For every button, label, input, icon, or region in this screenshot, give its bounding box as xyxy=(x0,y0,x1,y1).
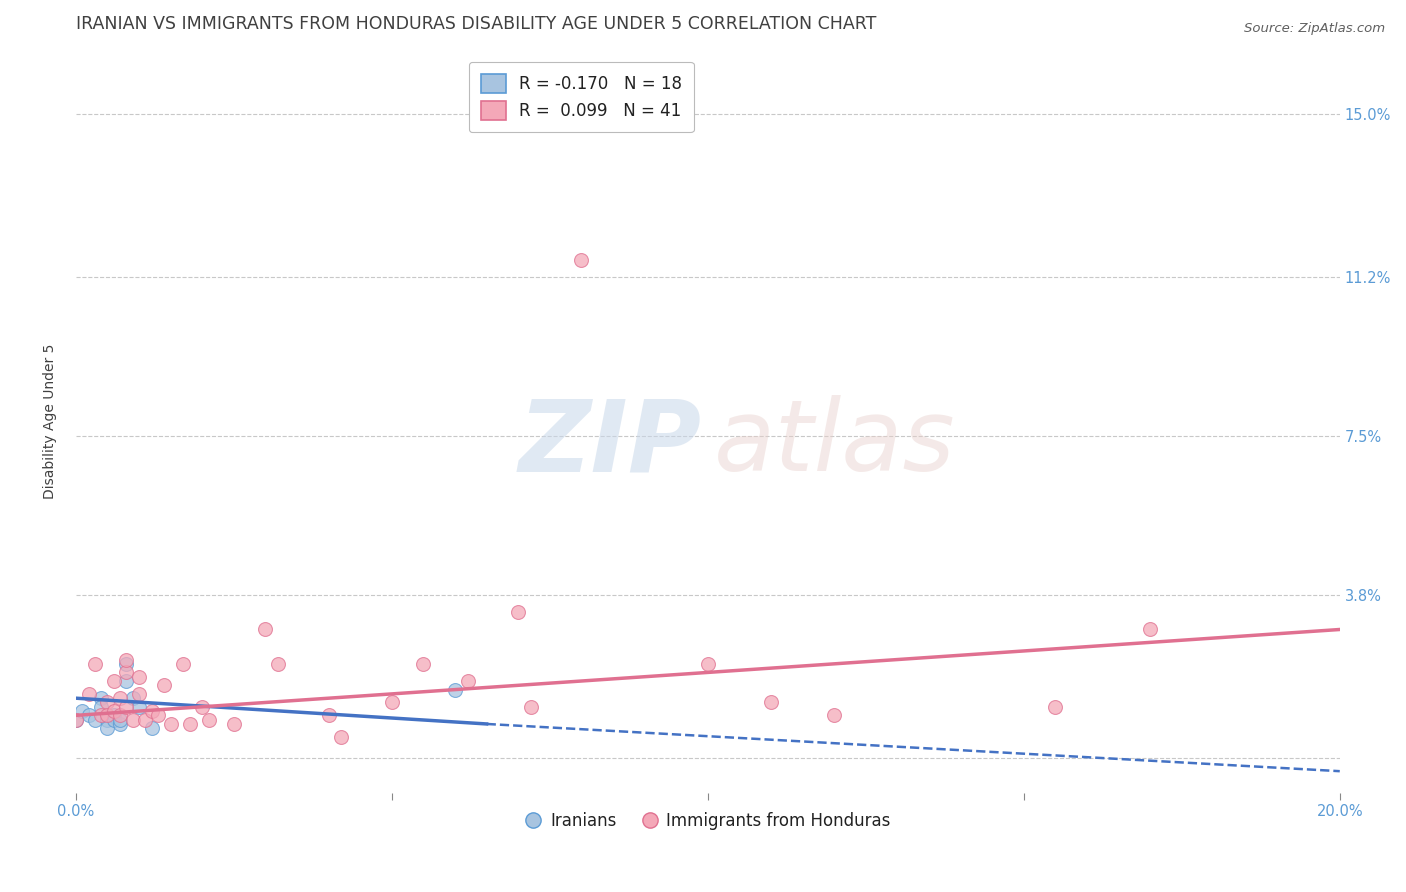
Point xyxy=(96,713,118,727)
Point xyxy=(108,708,131,723)
Point xyxy=(83,657,105,671)
Point xyxy=(121,691,143,706)
Point xyxy=(115,673,138,688)
Point xyxy=(96,696,118,710)
Point xyxy=(128,699,150,714)
Point xyxy=(90,708,112,723)
Point xyxy=(108,691,131,706)
Point xyxy=(696,657,718,671)
Point xyxy=(197,713,219,727)
Point xyxy=(65,713,87,727)
Point xyxy=(115,699,138,714)
Point xyxy=(457,673,479,688)
Point xyxy=(191,699,214,714)
Point xyxy=(381,696,404,710)
Point xyxy=(128,687,150,701)
Point xyxy=(172,657,194,671)
Point xyxy=(115,665,138,680)
Point xyxy=(759,696,782,710)
Text: atlas: atlas xyxy=(714,395,956,492)
Y-axis label: Disability Age Under 5: Disability Age Under 5 xyxy=(44,343,58,499)
Point xyxy=(103,704,125,718)
Point xyxy=(1045,699,1067,714)
Point xyxy=(115,657,138,671)
Point xyxy=(96,721,118,735)
Point xyxy=(318,708,340,723)
Point xyxy=(90,691,112,706)
Point xyxy=(254,623,277,637)
Point xyxy=(65,713,87,727)
Point xyxy=(508,605,530,619)
Point xyxy=(134,713,156,727)
Text: IRANIAN VS IMMIGRANTS FROM HONDURAS DISABILITY AGE UNDER 5 CORRELATION CHART: IRANIAN VS IMMIGRANTS FROM HONDURAS DISA… xyxy=(76,15,876,33)
Point xyxy=(103,708,125,723)
Point xyxy=(115,652,138,666)
Point xyxy=(222,717,245,731)
Point xyxy=(141,721,163,735)
Point xyxy=(103,673,125,688)
Point xyxy=(96,708,118,723)
Point xyxy=(141,704,163,718)
Point xyxy=(128,670,150,684)
Text: Source: ZipAtlas.com: Source: ZipAtlas.com xyxy=(1244,22,1385,36)
Point xyxy=(90,699,112,714)
Point xyxy=(330,730,353,744)
Point xyxy=(267,657,290,671)
Point xyxy=(1139,623,1161,637)
Point xyxy=(179,717,201,731)
Point xyxy=(70,704,93,718)
Point xyxy=(520,699,543,714)
Point xyxy=(159,717,181,731)
Point xyxy=(108,717,131,731)
Text: ZIP: ZIP xyxy=(519,395,702,492)
Point xyxy=(103,713,125,727)
Point xyxy=(444,682,467,697)
Point xyxy=(77,708,100,723)
Point xyxy=(412,657,434,671)
Point xyxy=(83,713,105,727)
Point xyxy=(108,713,131,727)
Point xyxy=(153,678,176,692)
Legend: Iranians, Immigrants from Honduras: Iranians, Immigrants from Honduras xyxy=(519,805,897,837)
Point xyxy=(571,253,593,268)
Point xyxy=(146,708,169,723)
Point xyxy=(823,708,845,723)
Point xyxy=(121,713,143,727)
Point xyxy=(77,687,100,701)
